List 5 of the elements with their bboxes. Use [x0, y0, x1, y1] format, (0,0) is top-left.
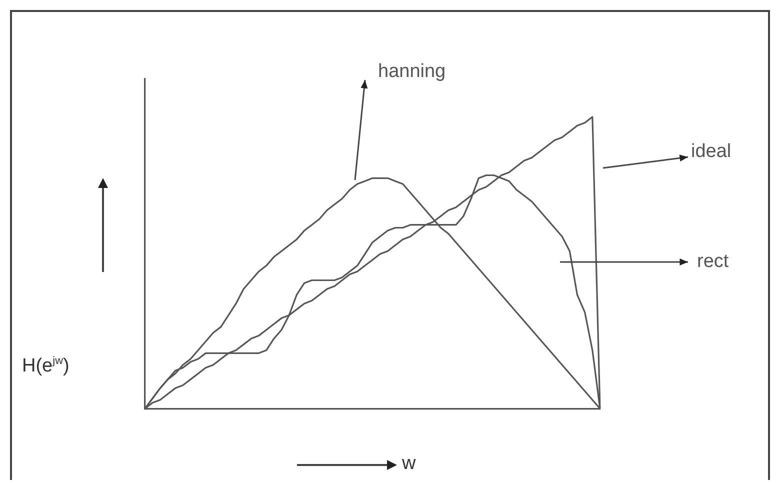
y-axis-title: H(e$^{jw}$) [22, 355, 70, 378]
x-axis-title: w [402, 453, 416, 475]
text: ideal [691, 141, 732, 162]
text: hanning [378, 61, 446, 82]
text: rect [697, 251, 730, 272]
